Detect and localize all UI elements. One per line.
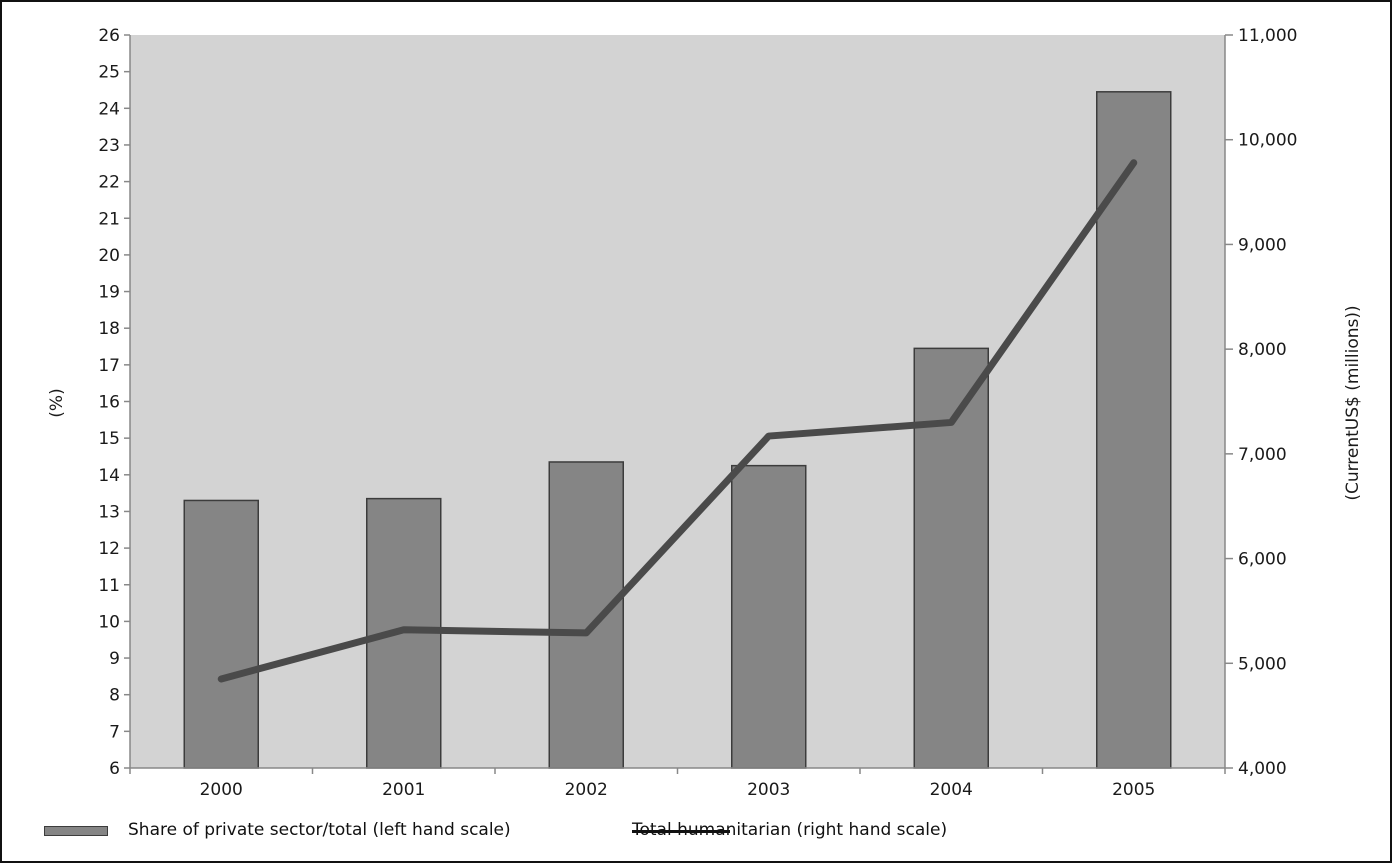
- right-tick-label: 11,000: [1238, 26, 1297, 46]
- x-axis: 2000 2001 2002 2003 2004 2005: [129, 767, 1226, 800]
- left-axis-title: (%): [47, 388, 67, 417]
- left-tick-label: 19: [98, 283, 120, 303]
- x-tick-label: 2003: [747, 780, 790, 800]
- right-tick-label: 4,000: [1238, 759, 1287, 779]
- left-tick-label: 9: [109, 649, 120, 669]
- left-tick-label: 11: [98, 576, 120, 596]
- x-tick-label: 2004: [930, 780, 973, 800]
- left-tick-label: 13: [98, 502, 120, 522]
- x-tick-label: 2002: [565, 780, 608, 800]
- bar-2004: [913, 347, 989, 769]
- right-axis: 4,000 5,000 6,000 7,000 8,000 9,000 10,000 11,0…: [1224, 26, 1297, 779]
- right-axis-title: (CurrentUS$ (millions)): [1343, 305, 1363, 500]
- left-tick-label: 8: [109, 686, 120, 706]
- right-tick-label: 8,000: [1238, 340, 1287, 360]
- left-tick-label: 15: [98, 429, 120, 449]
- left-tick-label: 23: [98, 136, 120, 156]
- bar-2002: [548, 461, 624, 769]
- left-tick-label: 17: [98, 356, 120, 376]
- left-tick-label: 24: [98, 99, 120, 119]
- right-tick-label: 5,000: [1238, 654, 1287, 674]
- bar-2003: [731, 464, 807, 769]
- plot-area: [130, 35, 1225, 768]
- total-humanitarian-line: [217, 159, 1138, 683]
- x-tick-label: 2000: [200, 780, 243, 800]
- left-tick-label: 21: [98, 209, 120, 229]
- bar-2005: [1096, 91, 1172, 769]
- bar-2000: [183, 499, 259, 769]
- left-tick-label: 25: [98, 63, 120, 83]
- x-tick-label: 2001: [382, 780, 425, 800]
- left-tick-label: 10: [98, 612, 120, 632]
- left-tick-label: 20: [98, 246, 120, 266]
- right-tick-label: 9,000: [1238, 235, 1287, 255]
- left-tick-label: 22: [98, 173, 120, 193]
- left-tick-label: 6: [109, 759, 120, 779]
- left-tick-label: 14: [98, 466, 120, 486]
- x-tick-label: 2005: [1112, 780, 1155, 800]
- right-tick-label: 10,000: [1238, 131, 1297, 151]
- left-tick-label: 18: [98, 319, 120, 339]
- left-tick-label: 12: [98, 539, 120, 559]
- right-tick-label: 7,000: [1238, 445, 1287, 465]
- left-axis: 6 7 8 9 10 11 12 13 14 15 16 17 18 19 20 21 22 23 24 25 26: [98, 26, 131, 779]
- left-tick-label: 7: [109, 722, 120, 742]
- left-tick-label: 26: [98, 26, 120, 46]
- right-tick-label: 6,000: [1238, 550, 1287, 570]
- left-tick-label: 16: [98, 393, 120, 413]
